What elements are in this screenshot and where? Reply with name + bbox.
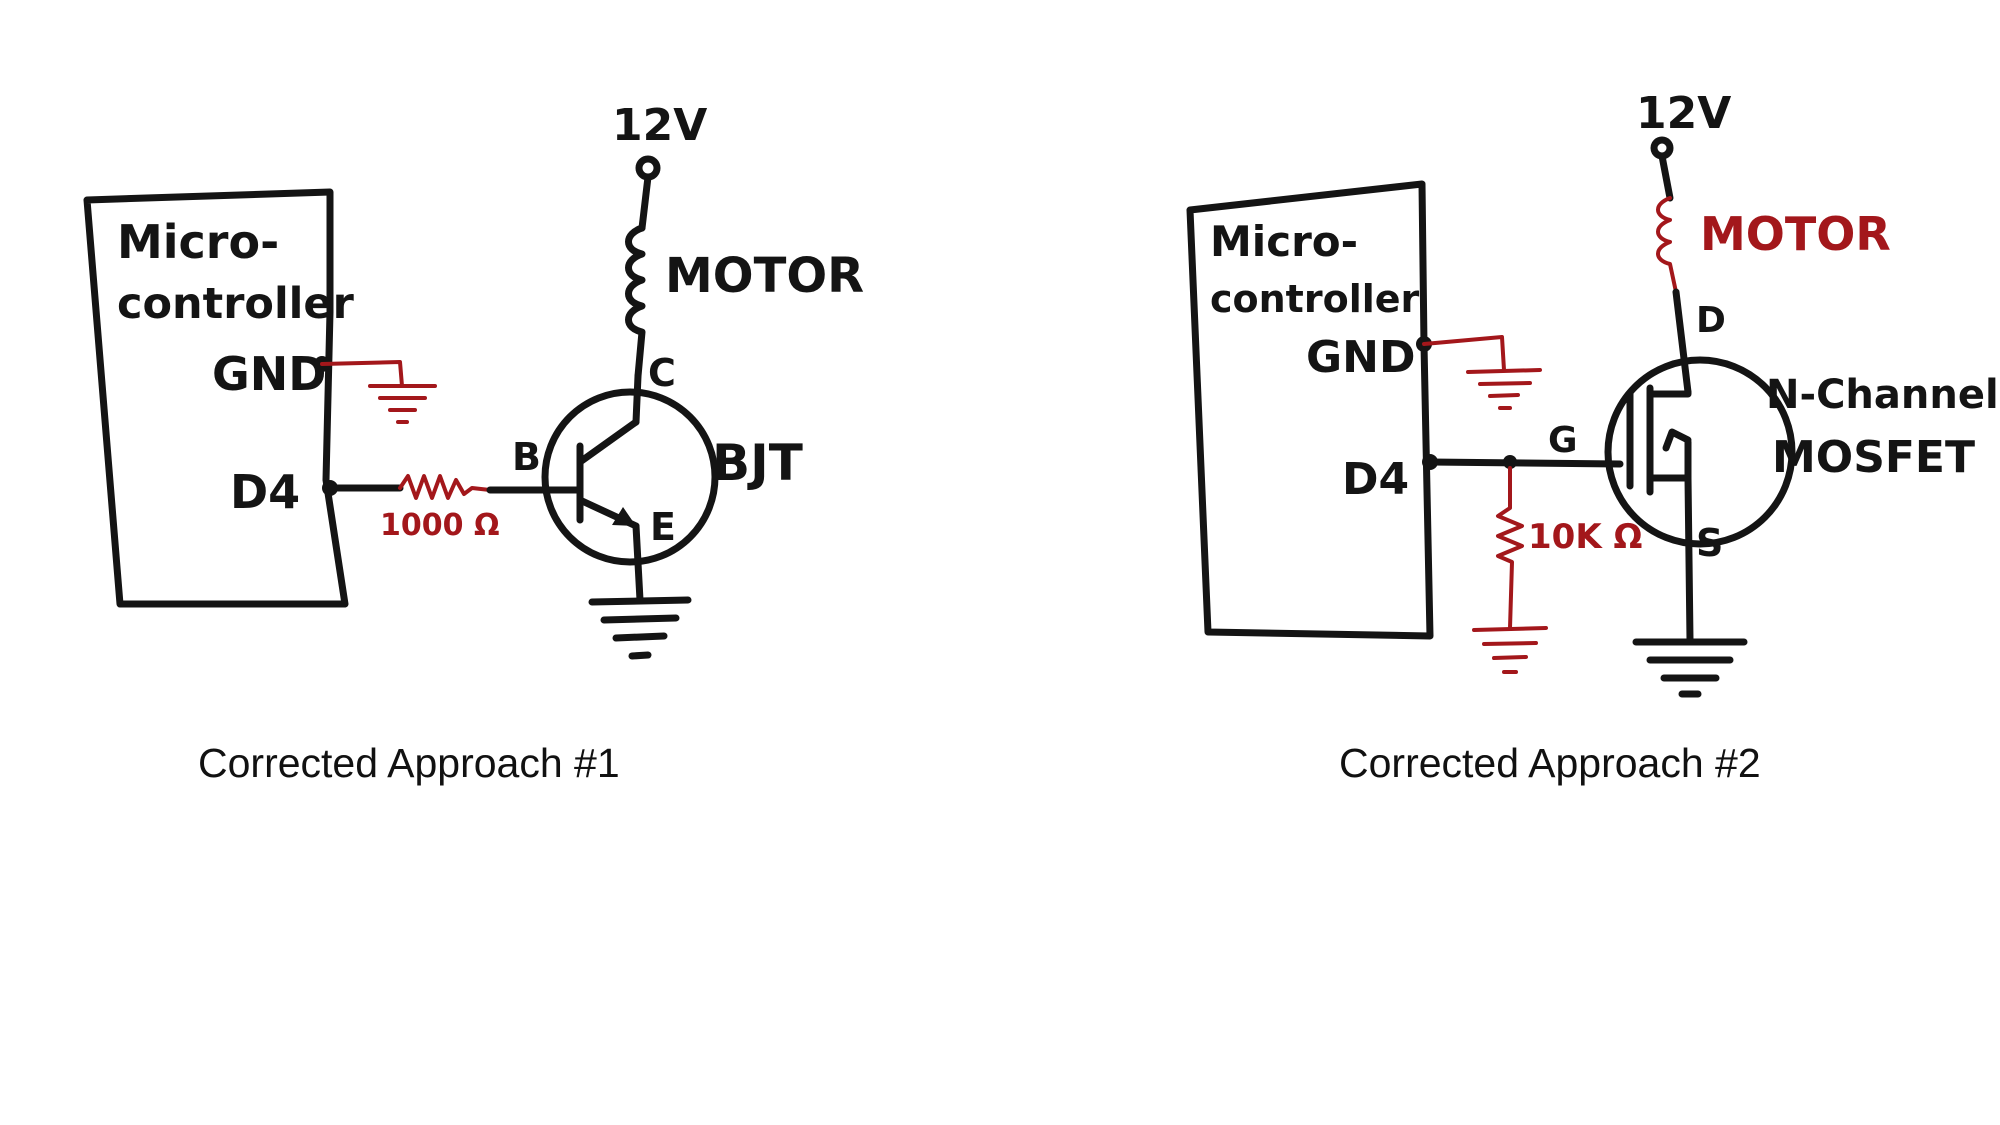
supply-wire-right (1658, 152, 1674, 202)
mosfet-circuit-diagram: Micro- controller GND D4 10K Ω (1186, 88, 1999, 698)
bjt-device-label: BJT (712, 434, 803, 492)
base-resistor-zigzag (398, 474, 492, 500)
motor-label-right: MOTOR (1700, 207, 1891, 261)
mosfet-device-label-line2: MOSFET (1772, 432, 1975, 483)
motor-coil-left (625, 224, 646, 380)
ground-symbol-red-right (1466, 368, 1542, 410)
collector-label: C (648, 351, 676, 395)
emitter-label: E (650, 505, 676, 549)
collector-wire (632, 372, 642, 426)
pulldown-resistor-right (1496, 466, 1524, 630)
microcontroller-label-line1-left: Micro- (117, 215, 279, 269)
ground-symbol-right (1632, 638, 1748, 698)
motor-coil-right (1656, 196, 1678, 294)
drain-wire (1672, 288, 1692, 396)
source-label: S (1696, 521, 1723, 565)
bjt-circle (541, 388, 719, 566)
motor-label-left: MOTOR (665, 248, 864, 304)
supply-label-left: 12V (612, 100, 707, 151)
source-wire (1684, 474, 1694, 644)
bjt-emitter-arrow (612, 507, 636, 526)
microcontroller-block-left (83, 188, 349, 608)
ground-symbol-left (588, 596, 692, 660)
microcontroller-label-line2-right: controller (1210, 277, 1420, 321)
bjt-circuit-diagram: Micro- controller GND D4 1000 Ω B C E BJ… (83, 100, 864, 660)
gate-label: G (1548, 420, 1578, 461)
base-label: B (512, 435, 541, 479)
ground-symbol-red-pulldown (1472, 626, 1548, 674)
mosfet-drain-connection (1646, 388, 1692, 398)
mosfet-device-label-line1: N-Channel (1766, 372, 1999, 418)
gate-wire (1426, 458, 1624, 468)
resistor-value-label-right: 10K Ω (1528, 517, 1642, 557)
mosfet-circle (1604, 356, 1796, 548)
d4-pin-label-right: D4 (1342, 454, 1409, 505)
microcontroller-label-line2-left: controller (117, 279, 355, 329)
gnd-wire-right (1422, 335, 1506, 372)
resistor-value-label-left: 1000 Ω (380, 508, 499, 543)
mosfet-body-arrow (1662, 428, 1692, 452)
gnd-pin-label-left: GND (212, 347, 326, 401)
ground-symbol-red-left (368, 384, 437, 424)
supply-wire-left (638, 173, 652, 232)
drain-label: D (1696, 300, 1726, 341)
microcontroller-block-right (1186, 180, 1434, 640)
emitter-wire (632, 522, 644, 604)
d4-pin-label-left: D4 (230, 465, 300, 519)
gnd-pin-label-right: GND (1306, 332, 1415, 383)
caption-left: Corrected Approach #1 (198, 740, 620, 786)
bjt-collector-leg (576, 418, 640, 466)
gate-junction-dot (1503, 455, 1517, 469)
microcontroller-label-line1-right: Micro- (1210, 217, 1358, 266)
gnd-wire-left (320, 360, 404, 388)
supply-label-right: 12V (1636, 88, 1731, 139)
caption-right: Corrected Approach #2 (1339, 740, 1761, 786)
